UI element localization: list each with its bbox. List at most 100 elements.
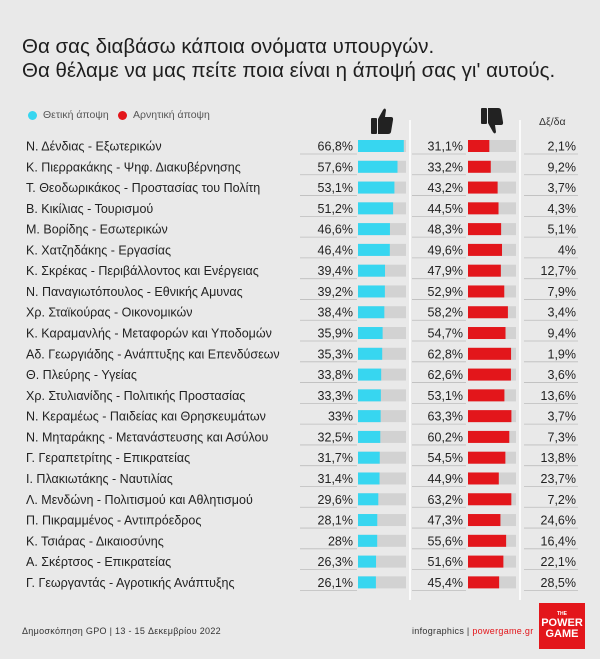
- positive-value-label: 33%: [328, 410, 353, 424]
- undecided-value-label: 3,7%: [548, 181, 577, 195]
- negative-value-label: 63,3%: [428, 410, 463, 424]
- positive-value-label: 31,4%: [318, 472, 353, 486]
- positive-value-label: 28%: [328, 534, 353, 548]
- positive-bar: [358, 306, 385, 319]
- logo-line-1: POWER: [541, 617, 583, 629]
- positive-bar: [358, 410, 381, 423]
- logo-small-text: THE: [557, 611, 567, 617]
- minister-label: Ν. Δένδιας - Εξωτερικών: [26, 140, 162, 154]
- negative-value-label: 60,2%: [428, 430, 463, 444]
- positive-bar: [358, 347, 383, 360]
- undecided-value-label: 22,1%: [541, 555, 576, 569]
- positive-bar: [358, 243, 390, 256]
- positive-value-label: 39,4%: [318, 264, 353, 278]
- negative-bar: [468, 430, 510, 443]
- minister-label: Χρ. Σταϊκούρας - Οικονομικών: [26, 306, 192, 320]
- negative-value-label: 58,2%: [428, 306, 463, 320]
- minister-label: Κ. Χατζηδάκης - Εργασίας: [26, 243, 171, 257]
- negative-value-label: 31,1%: [428, 140, 463, 154]
- positive-value-label: 29,6%: [318, 493, 353, 507]
- positive-bar: [358, 555, 377, 568]
- footer-source: Δημοσκόπηση GPO | 13 - 15 Δεκεμβρίου 202…: [22, 626, 221, 636]
- logo-line-2: GAME: [545, 628, 579, 640]
- legend-negative: Αρνητική άποψη: [118, 109, 210, 121]
- negative-value-label: 52,9%: [428, 285, 463, 299]
- undecided-value-label: 13,8%: [541, 451, 576, 465]
- negative-bar: [468, 327, 506, 340]
- minister-label: Α. Σκέρτσος - Επικρατείας: [26, 555, 171, 569]
- positive-bar: [358, 140, 404, 152]
- undecided-value-label: 2,1%: [548, 140, 577, 154]
- negative-bar: [468, 202, 499, 215]
- positive-value-label: 33,8%: [318, 368, 353, 382]
- legend-positive-label: Θετική άποψη: [43, 109, 109, 121]
- negative-bar: [468, 451, 506, 464]
- undecided-value-label: 13,6%: [541, 389, 576, 403]
- positive-value-label: 66,8%: [318, 140, 353, 154]
- positive-value-label: 53,1%: [318, 181, 353, 195]
- power-game-logo: THE POWER GAME: [539, 603, 585, 649]
- negative-value-label: 53,1%: [428, 389, 463, 403]
- negative-bar: [468, 410, 512, 423]
- thumbs-up-icon: [371, 108, 394, 134]
- negative-bar: [468, 472, 499, 485]
- legend-negative-label: Αρνητική άποψη: [133, 109, 210, 121]
- negative-value-label: 51,6%: [428, 555, 463, 569]
- negative-value-label: 44,9%: [428, 472, 463, 486]
- positive-value-label: 38,4%: [318, 306, 353, 320]
- negative-value-label: 48,3%: [428, 223, 463, 237]
- positive-bar: [358, 389, 381, 402]
- undecided-value-label: 3,4%: [548, 306, 577, 320]
- negative-value-label: 62,8%: [428, 347, 463, 361]
- positive-value-label: 35,3%: [318, 347, 353, 361]
- negative-value-label: 47,9%: [428, 264, 463, 278]
- positive-bar: [358, 514, 378, 527]
- positive-bar: [358, 264, 386, 277]
- positive-value-label: 39,2%: [318, 285, 353, 299]
- negative-value-label: 55,6%: [428, 534, 463, 548]
- undecided-value-label: 3,7%: [548, 410, 577, 424]
- minister-label: Ν. Κεραμέως - Παιδείας και Θρησκευμάτων: [26, 410, 266, 424]
- positive-bar: [358, 160, 398, 173]
- undecided-value-label: 1,9%: [548, 347, 577, 361]
- undecided-value-label: 4,3%: [548, 202, 577, 216]
- positive-value-label: 28,1%: [318, 514, 353, 528]
- positive-bar: [358, 493, 379, 506]
- title-line-1: Θα σας διαβάσω κάποια ονόματα υπουργών.: [22, 35, 435, 58]
- minister-label: Ν. Παναγιωτόπουλος - Εθνικής Αμυνας: [26, 285, 243, 299]
- footer-credit-label: infographics |: [412, 626, 473, 636]
- positive-value-label: 46,6%: [318, 223, 353, 237]
- minister-label: Κ. Πιερρακάκης - Ψηφ. Διακυβέρνησης: [26, 160, 241, 174]
- undecided-value-label: 16,4%: [541, 534, 576, 548]
- undecided-value-label: 9,2%: [548, 160, 577, 174]
- minister-label: Γ. Γεραπετρίτης - Επικρατείας: [26, 451, 190, 465]
- negative-bar: [468, 347, 512, 360]
- positive-value-label: 32,5%: [318, 430, 353, 444]
- negative-value-label: 44,5%: [428, 202, 463, 216]
- negative-value-label: 45,4%: [428, 576, 463, 590]
- undecided-value-label: 4%: [558, 243, 576, 257]
- negative-bar: [468, 140, 490, 152]
- positive-bar: [358, 451, 380, 464]
- legend-positive-swatch: [28, 110, 37, 120]
- undecided-value-label: 5,1%: [548, 223, 577, 237]
- negative-bar: [468, 223, 502, 236]
- minister-label: Μ. Βορίδης - Εσωτερικών: [26, 223, 168, 237]
- negative-bar: [468, 493, 512, 506]
- positive-bar: [358, 576, 376, 589]
- positive-bar: [358, 181, 395, 194]
- negative-bar: [468, 285, 505, 298]
- undecided-value-label: 23,7%: [541, 472, 576, 486]
- minister-label: Χρ. Στυλιανίδης - Πολιτικής Προστασίας: [26, 389, 245, 403]
- undecided-value-label: 9,4%: [548, 327, 577, 341]
- footer-site: powergame.gr: [472, 626, 534, 636]
- minister-label: Κ. Καραμανλής - Μεταφορών και Υποδομών: [26, 327, 272, 341]
- negative-bar: [468, 389, 505, 402]
- minister-label: Θ. Πλεύρης - Υγείας: [26, 368, 137, 382]
- negative-value-label: 63,2%: [428, 493, 463, 507]
- footer-credit: infographics | powergame.gr: [412, 626, 534, 636]
- undecided-value-label: 3,6%: [548, 368, 577, 382]
- negative-bar: [468, 264, 501, 277]
- minister-label: Τ. Θεοδωρικάκος - Προστασίας του Πολίτη: [26, 181, 260, 195]
